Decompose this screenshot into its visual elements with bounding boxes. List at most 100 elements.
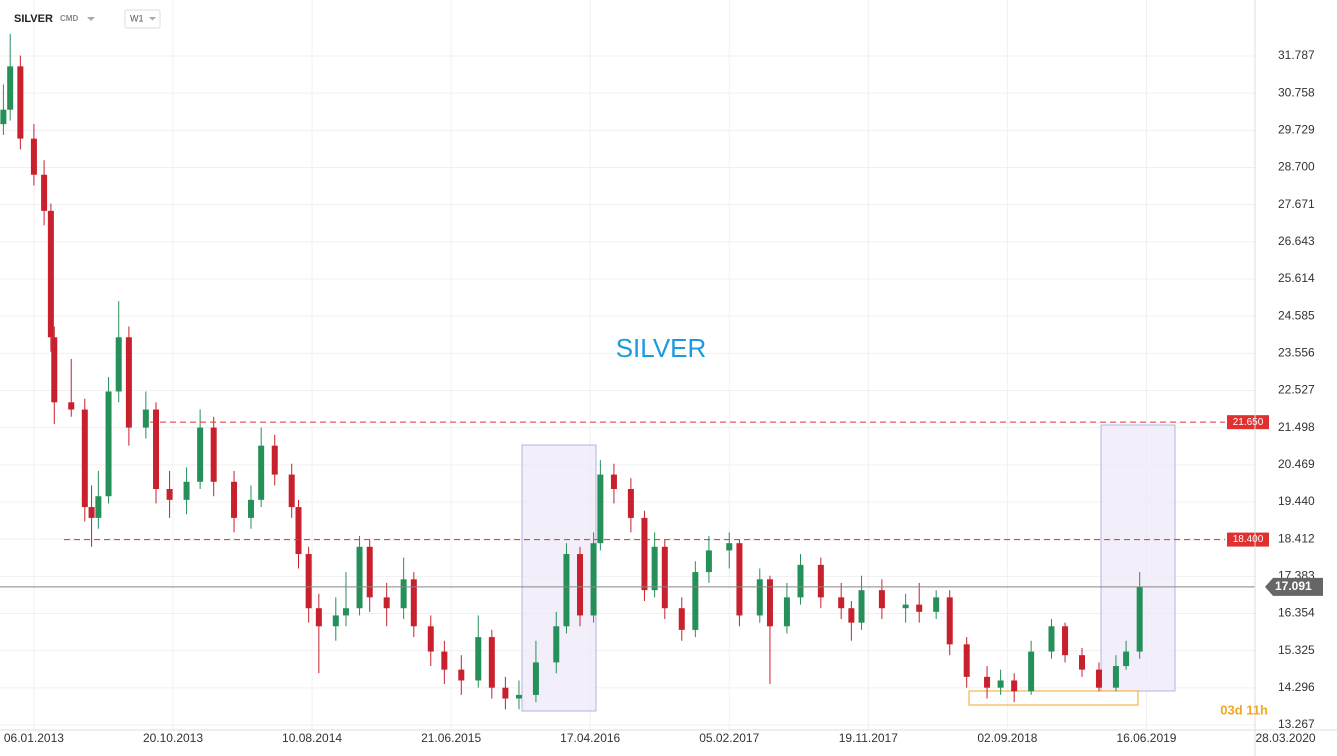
candle-body <box>1095 669 1102 688</box>
candle-body <box>736 543 743 616</box>
candle-body <box>366 546 373 598</box>
candle-body <box>305 554 312 609</box>
candle-body <box>197 427 204 482</box>
candle-body <box>946 597 953 645</box>
candle-body <box>183 481 190 500</box>
candle-body <box>271 445 278 475</box>
symbol[interactable]: SILVER <box>14 13 53 25</box>
candle-body <box>427 626 434 652</box>
candle-body <box>661 546 668 609</box>
plot: 21.650 18.400 <box>0 33 1269 710</box>
last-price-box <box>1265 577 1323 596</box>
candle-body <box>783 597 790 627</box>
y-tick-label: 20.469 <box>1278 457 1315 471</box>
y-tick-label: 14.296 <box>1278 680 1315 694</box>
candle-body <box>726 543 733 551</box>
candle-body <box>30 138 37 175</box>
candle-body <box>858 590 865 623</box>
candle-body <box>610 474 617 490</box>
interval-button[interactable] <box>124 9 161 29</box>
candle-body <box>295 507 302 555</box>
candle-body <box>963 644 970 677</box>
candle-body <box>1062 626 1069 656</box>
dropdown-arrow[interactable] <box>149 17 156 21</box>
x-tick-label: 16.06.2019 <box>1116 731 1176 745</box>
candle-body <box>692 572 699 630</box>
candle-body <box>532 662 539 695</box>
y-tick-label: 18.412 <box>1278 531 1315 545</box>
candle-body <box>597 474 604 544</box>
candle-body <box>47 210 54 338</box>
candle-body <box>553 626 560 663</box>
level-label-box <box>1227 415 1269 430</box>
y-tick-label: 26.643 <box>1278 234 1315 248</box>
candle-body <box>248 499 254 518</box>
candle-body <box>1123 651 1130 667</box>
level-label: 18.400 <box>1233 534 1264 545</box>
candle-body <box>641 517 648 591</box>
y-tick-label: 13.267 <box>1278 717 1315 731</box>
chart-title: SILVER <box>616 333 707 363</box>
candle-body <box>515 694 522 699</box>
candle-body <box>756 579 763 616</box>
candle-body <box>142 409 149 428</box>
candle-body <box>878 590 885 609</box>
candle-body <box>1079 655 1086 670</box>
y-tick-label: 24.585 <box>1278 308 1315 322</box>
candle-body <box>258 445 265 500</box>
candle-body <box>1112 666 1119 688</box>
candle-body <box>848 608 855 623</box>
x-tick-label: 20.10.2013 <box>143 731 203 745</box>
candle-body <box>153 409 160 490</box>
candle-body <box>41 174 48 211</box>
candle-body <box>288 474 295 508</box>
x-tick-label: 19.11.2017 <box>839 731 898 745</box>
y-tick-label: 27.671 <box>1278 197 1315 211</box>
candle-body <box>383 597 390 609</box>
candle-body <box>315 608 322 627</box>
candle-body <box>95 496 102 518</box>
candle-body <box>400 579 407 609</box>
candle-body <box>933 597 940 612</box>
grid <box>0 0 1255 730</box>
candle-body <box>651 546 658 591</box>
x-tick-label: 17.04.2016 <box>560 731 620 745</box>
candle-body <box>577 554 584 616</box>
y-tick-label: 19.440 <box>1278 494 1315 508</box>
x-tick-label: 28.03.2020 <box>1255 731 1315 745</box>
candle-body <box>1011 680 1018 692</box>
candle-body <box>502 687 509 699</box>
range-box <box>968 690 1139 706</box>
candle-body <box>1028 651 1035 692</box>
candle-body <box>115 337 122 392</box>
dropdown-arrow[interactable] <box>87 17 95 21</box>
candle-body <box>997 680 1004 688</box>
candle-body <box>17 66 24 139</box>
candle-body <box>627 489 634 518</box>
candle-body <box>210 427 217 482</box>
candle-body <box>332 615 339 627</box>
y-tick-label: 29.729 <box>1278 123 1315 137</box>
market[interactable]: CMD <box>60 14 78 23</box>
interval[interactable]: W1 <box>130 13 144 23</box>
level-label: 21.650 <box>1233 417 1264 428</box>
candle-body <box>797 564 804 598</box>
candle-body <box>356 546 363 609</box>
candle-body <box>7 66 14 110</box>
candle-body <box>766 579 773 627</box>
candle-body <box>590 543 597 616</box>
candle-body <box>817 564 824 598</box>
candle-body <box>125 337 132 428</box>
candle-body <box>902 604 909 609</box>
y-tick-label: 23.556 <box>1278 346 1315 360</box>
candle-body <box>81 409 88 508</box>
candle-body <box>0 109 7 125</box>
candle-body <box>342 608 349 616</box>
timer: 03d 11h <box>1220 702 1268 717</box>
candle-body <box>1048 626 1055 652</box>
candle-body <box>678 608 685 630</box>
x-tick-label: 02.09.2018 <box>977 731 1037 745</box>
y-tick-label: 22.527 <box>1278 383 1315 397</box>
y-tick-label: 31.787 <box>1278 48 1315 62</box>
